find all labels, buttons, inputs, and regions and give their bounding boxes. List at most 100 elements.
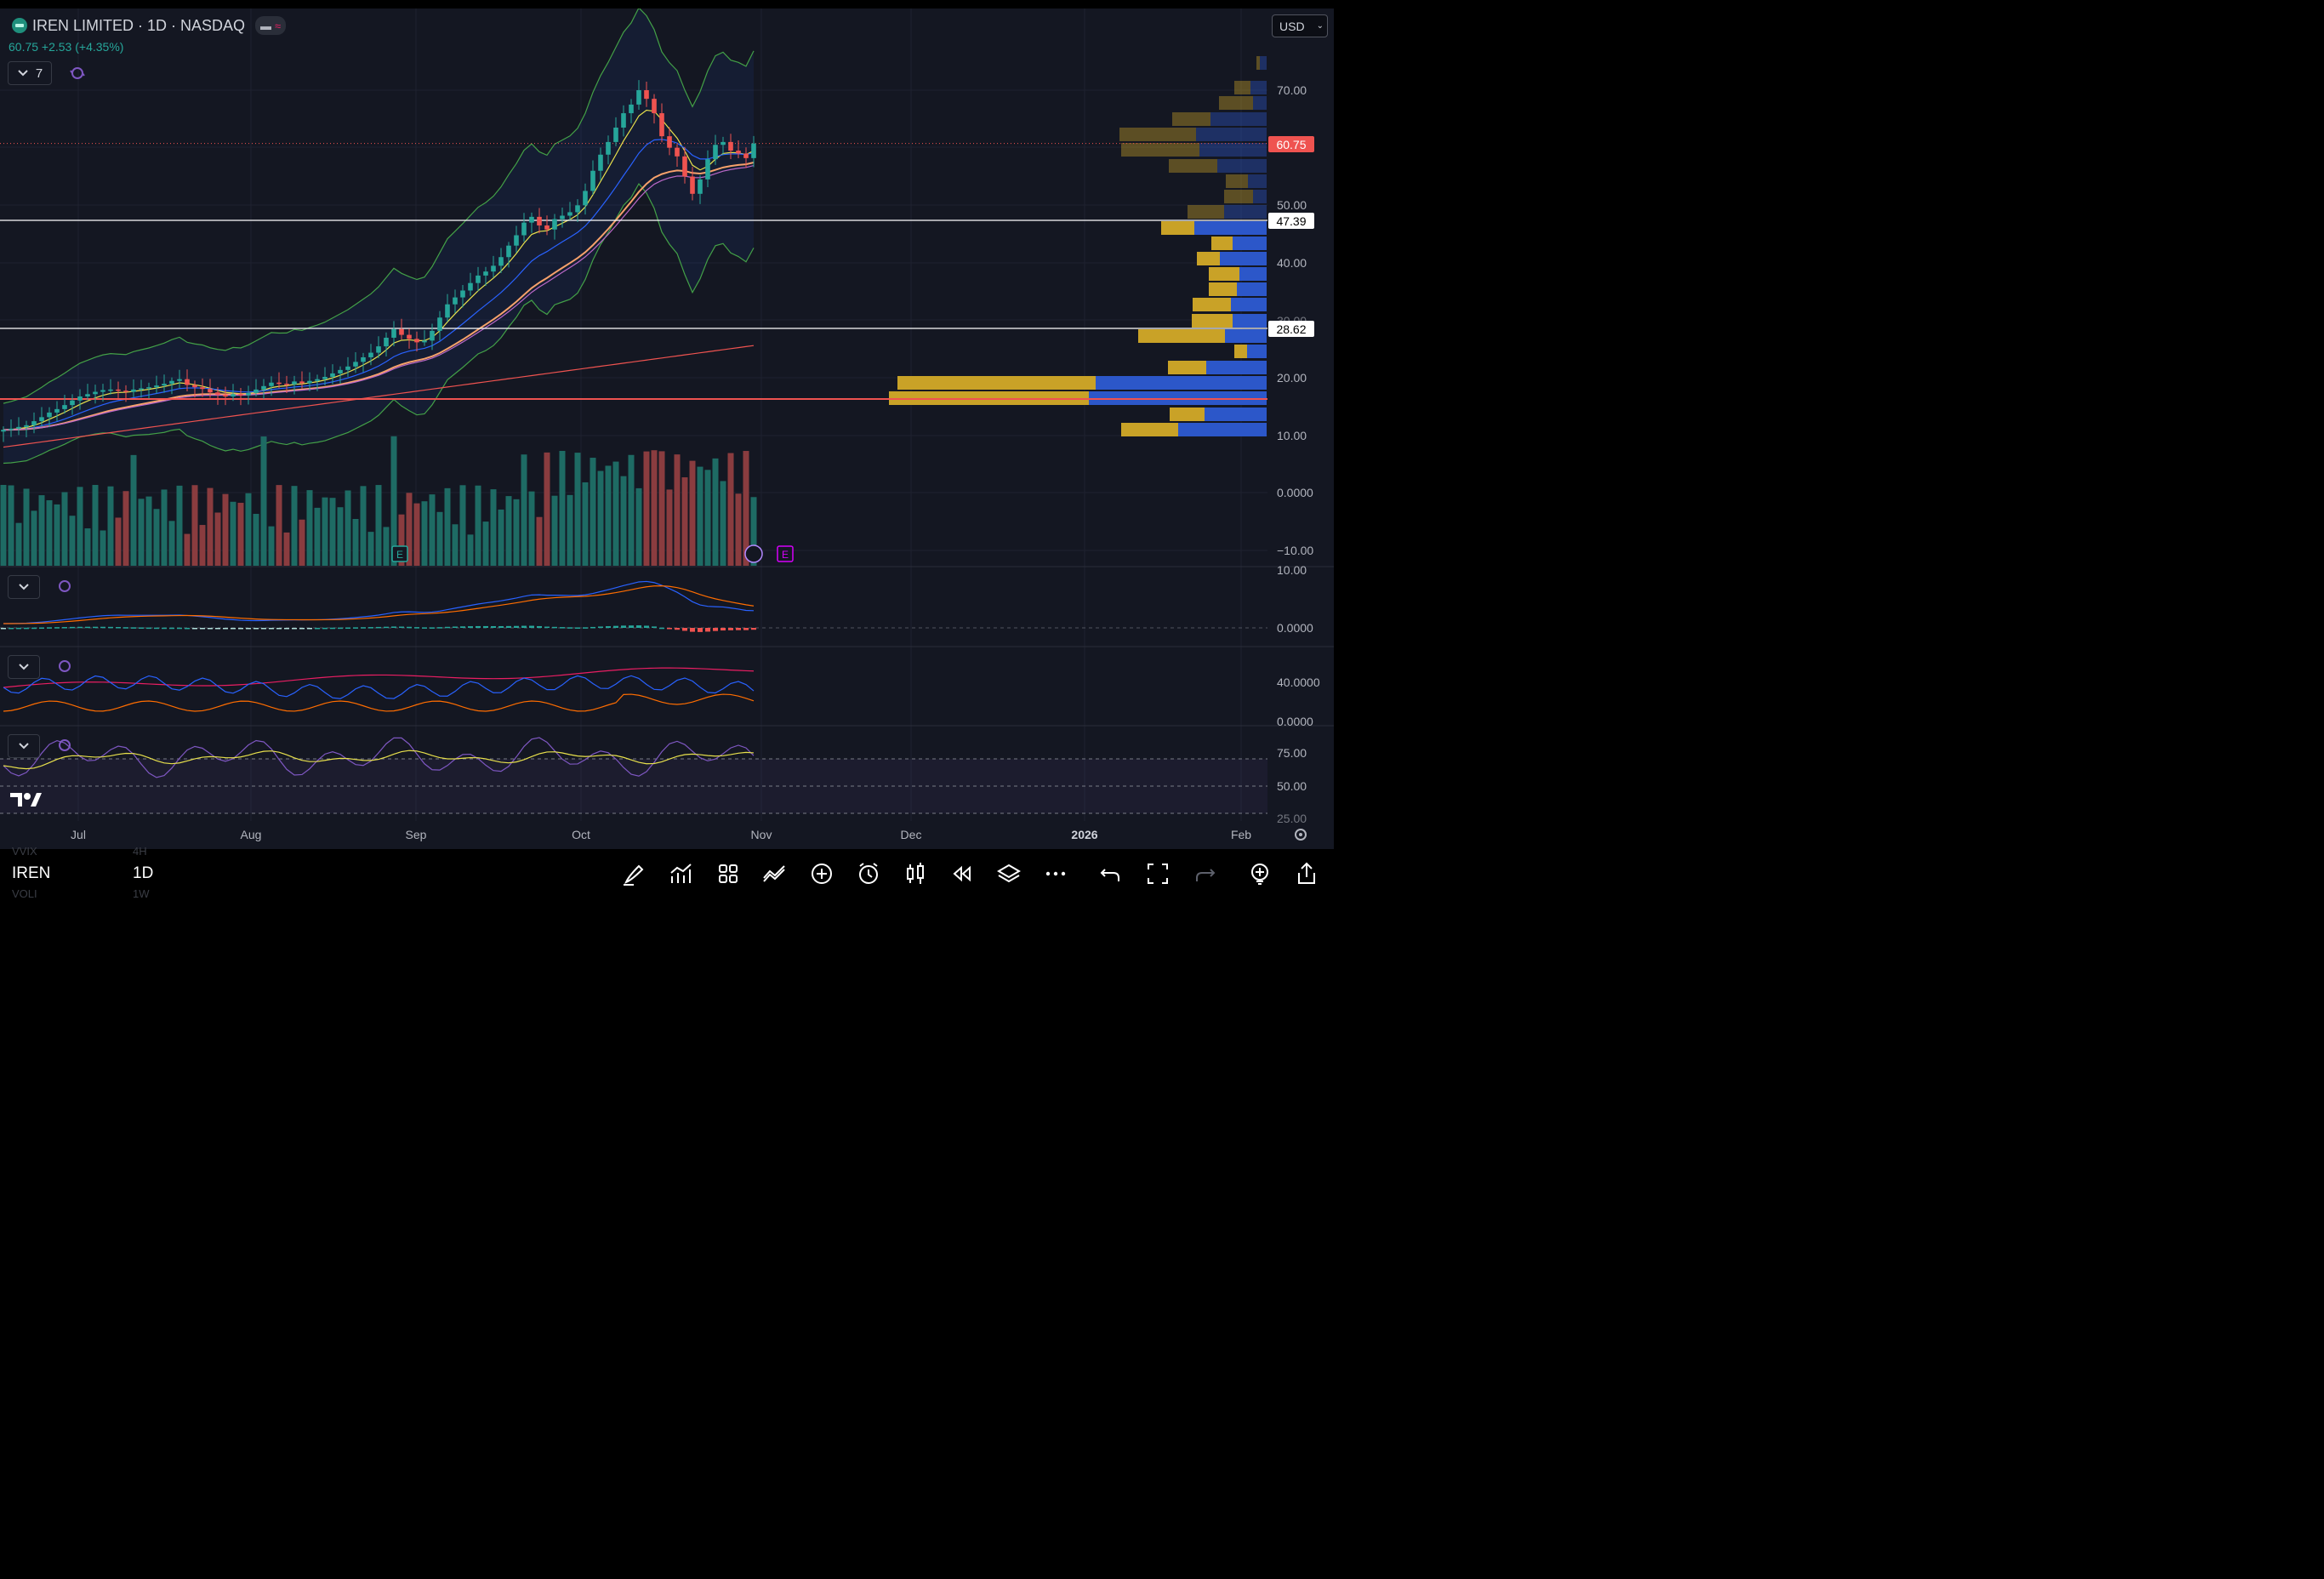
chevron-down-icon: [18, 70, 28, 77]
volume-bar: [559, 451, 566, 566]
macd-histogram-bar: [529, 625, 534, 628]
indicators-icon[interactable]: [669, 861, 694, 886]
macd-histogram-bar: [338, 627, 343, 630]
volume-bar: [367, 532, 374, 566]
settings-gear-icon[interactable]: [1293, 827, 1308, 842]
wave-icon[interactable]: ≈: [275, 19, 282, 32]
volume-bar: [375, 485, 382, 566]
bollinger-lower: [3, 182, 755, 465]
candle-body: [636, 90, 641, 105]
macd-histogram-bar: [682, 628, 687, 631]
plus-di-line: [3, 675, 755, 699]
candle-body: [169, 380, 174, 385]
volume-bar: [413, 503, 420, 566]
macd-histogram-bar: [246, 628, 251, 630]
volume-bar: [590, 458, 596, 566]
add-watchlist-icon[interactable]: [1247, 861, 1273, 886]
macd-histogram-bar: [698, 628, 703, 632]
candle-body: [361, 356, 366, 362]
candle-body: [315, 379, 320, 381]
more-icon[interactable]: [1043, 861, 1068, 886]
macd-histogram-bar: [376, 626, 381, 629]
macd-histogram-bar: [31, 627, 37, 630]
candle-body: [460, 290, 465, 298]
layers-icon[interactable]: [996, 861, 1022, 886]
volume-bar: [100, 530, 106, 566]
sync-icon[interactable]: [57, 579, 72, 594]
minus-icon[interactable]: ▬: [260, 19, 272, 32]
volume-profile-bar: [1220, 252, 1267, 265]
macd-pane-toggle[interactable]: [8, 575, 40, 599]
candle-body: [567, 212, 572, 216]
volume-profile-bar: [1256, 56, 1260, 70]
add-icon[interactable]: [809, 861, 834, 886]
rsi-pane-toggle[interactable]: [8, 734, 40, 758]
compare-icon[interactable]: [762, 861, 788, 886]
share-icon[interactable]: [1294, 861, 1319, 886]
macd-histogram-bar: [62, 627, 67, 629]
symbol-header[interactable]: IREN LIMITED · 1D · NASDAQ ▬ ≈: [12, 16, 287, 35]
currency-select[interactable]: USD ⌄: [1272, 14, 1328, 37]
redo-icon[interactable]: [1192, 861, 1217, 886]
sync-icon[interactable]: [57, 658, 72, 674]
volume-bar: [84, 528, 91, 566]
candle-body: [690, 176, 695, 194]
tradingview-logo-icon: [10, 793, 42, 807]
candle-body: [223, 394, 228, 396]
macd-histogram-bar: [445, 626, 450, 629]
volume-profile-bar: [1234, 81, 1250, 94]
volume-bar: [582, 482, 589, 566]
line-price-badge[interactable]: 28.62: [1268, 321, 1314, 337]
earnings-marker-label: E: [782, 549, 789, 561]
indicators-toggle[interactable]: 7: [8, 61, 52, 85]
sync-icon[interactable]: [70, 66, 85, 81]
candle-body: [613, 127, 618, 142]
volume-bar: [689, 460, 696, 566]
rsi-ma-line: [3, 750, 755, 770]
macd-histogram-bar: [276, 628, 282, 630]
macd-histogram-bar: [330, 627, 335, 630]
macd-histogram-bar: [353, 627, 358, 629]
macd-histogram-bar: [414, 627, 419, 629]
interval-selector[interactable]: 1D: [133, 864, 154, 882]
line-price-badge[interactable]: 47.39: [1268, 213, 1314, 229]
header-mode-pill[interactable]: ▬ ≈: [255, 16, 287, 35]
macd-histogram-bar: [537, 625, 542, 628]
volume-bar: [406, 493, 413, 566]
rsi-label: 50.00: [1277, 779, 1307, 793]
volume-bar: [337, 507, 344, 566]
candle-body: [1, 430, 6, 432]
volume-bar: [704, 470, 711, 566]
fullscreen-icon[interactable]: [1145, 861, 1171, 886]
replay-icon[interactable]: [949, 861, 975, 886]
candle-body: [299, 381, 305, 384]
sync-icon[interactable]: [57, 738, 72, 753]
alert-icon[interactable]: [856, 861, 881, 886]
brush-icon[interactable]: [622, 861, 647, 886]
volume-bar: [567, 494, 573, 566]
candle-body: [476, 275, 481, 283]
volume-bar: [214, 512, 221, 566]
candle-body: [116, 389, 121, 391]
volume-bar: [168, 521, 175, 566]
candle-style-icon[interactable]: [903, 861, 928, 886]
templates-icon[interactable]: [715, 861, 741, 886]
volume-bar: [207, 487, 214, 566]
volume-bar: [77, 487, 83, 566]
macd-signal-line: [3, 585, 755, 624]
volume-bar: [390, 436, 397, 566]
volume-bar: [23, 488, 30, 566]
symbol-selector[interactable]: IREN: [12, 864, 51, 882]
volume-bar: [697, 466, 703, 566]
dmi-pane-toggle[interactable]: [8, 655, 40, 679]
minus-di-line: [3, 693, 755, 712]
macd-histogram-bar: [636, 625, 641, 628]
volume-bar: [528, 491, 535, 566]
volume-profile-bar: [1237, 282, 1267, 296]
price-label: 0.0000: [1277, 486, 1313, 499]
macd-histogram-bar: [690, 628, 695, 632]
candle-body: [606, 141, 611, 155]
undo-icon[interactable]: [1098, 861, 1124, 886]
